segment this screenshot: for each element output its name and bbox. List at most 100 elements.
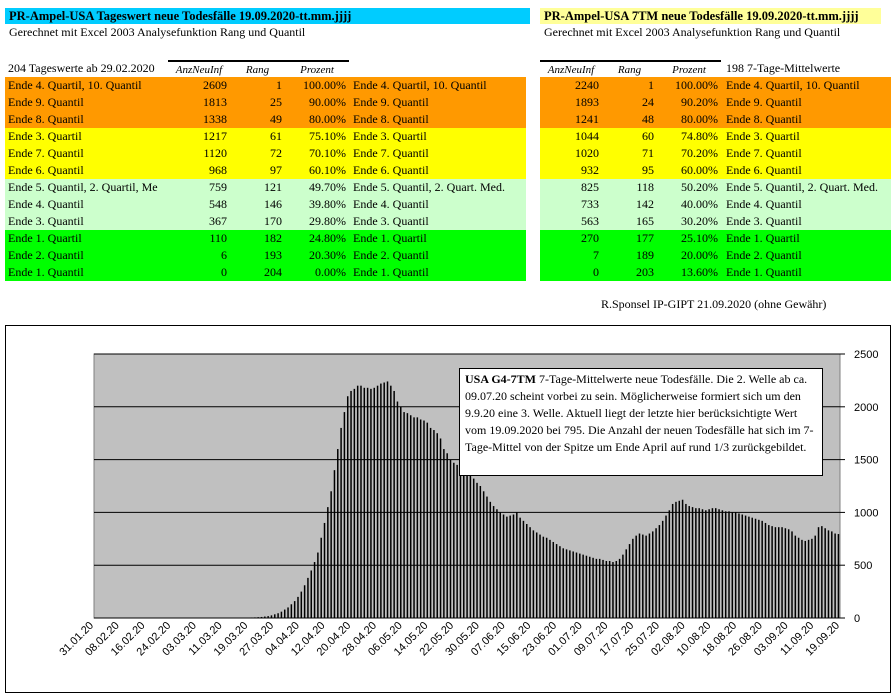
left-row-label2[interactable]: Ende 2. Quantil (353, 248, 429, 262)
left-row-value[interactable]: 1813 (203, 95, 227, 109)
chart-annotation[interactable]: USA G4-7TM 7-Tage-Mittelwerte neue Todes… (459, 368, 823, 476)
left-row-pct[interactable]: 29.80% (309, 214, 346, 228)
left-title[interactable]: PR-Ampel-USA Tageswert neue Todesfälle 1… (5, 8, 530, 24)
right-row-rank[interactable]: 142 (636, 197, 654, 211)
right-header-pct[interactable]: Prozent (657, 60, 721, 79)
right-row-pct[interactable]: 74.80% (681, 129, 718, 143)
right-row-pct[interactable]: 40.00% (681, 197, 718, 211)
left-row-value[interactable]: 6 (221, 248, 227, 262)
left-row-label[interactable]: Ende 9. Quantil (8, 95, 84, 109)
right-row-value[interactable]: 1020 (575, 146, 599, 160)
left-count-label[interactable]: 204 Tageswerte ab 29.02.2020 (8, 61, 155, 75)
right-row-rank[interactable]: 48 (642, 112, 654, 126)
right-title[interactable]: PR-Ampel-USA 7TM neue Todesfälle 19.09.2… (540, 8, 881, 24)
left-row-pct[interactable]: 49.70% (309, 180, 346, 194)
left-header-value[interactable]: AnzNeuInf (168, 60, 230, 79)
left-row-label2[interactable]: Ende 4. Quantil (353, 197, 429, 211)
right-row-rank[interactable]: 118 (636, 180, 654, 194)
left-row-value[interactable]: 548 (209, 197, 227, 211)
right-subtitle[interactable]: Gerechnet mit Excel 2003 Analysefunktion… (544, 25, 841, 39)
credit-note[interactable]: R.Sponsel IP-GIPT 21.09.2020 (ohne Gewäh… (601, 297, 827, 311)
right-row-pct[interactable]: 80.00% (681, 112, 718, 126)
right-row-value[interactable]: 932 (581, 163, 599, 177)
right-count-label[interactable]: 198 7-Tage-Mittelwerte (726, 61, 841, 75)
left-row-pct[interactable]: 60.10% (309, 163, 346, 177)
right-row-label[interactable]: Ende 4. Quantil (726, 197, 802, 211)
right-row-rank[interactable]: 24 (642, 95, 654, 109)
left-row-label2[interactable]: Ende 7. Quantil (353, 146, 429, 160)
right-row-label[interactable]: Ende 3. Quantil (726, 214, 802, 228)
right-row-value[interactable]: 1893 (575, 95, 599, 109)
left-row-label[interactable]: Ende 4. Quantil (8, 197, 84, 211)
left-row-value[interactable]: 968 (209, 163, 227, 177)
right-row-rank[interactable]: 189 (636, 248, 654, 262)
right-row-pct[interactable]: 60.00% (681, 163, 718, 177)
right-row-label[interactable]: Ende 4. Quartil, 10. Quantil (726, 78, 860, 92)
left-row-pct[interactable]: 100.00% (303, 78, 346, 92)
right-row-rank[interactable]: 1 (648, 78, 654, 92)
left-row-value[interactable]: 2609 (203, 78, 227, 92)
right-row-rank[interactable]: 60 (642, 129, 654, 143)
left-row-label[interactable]: Ende 8. Quantil (8, 112, 84, 126)
left-row-pct[interactable]: 0.00% (315, 265, 346, 279)
left-row-pct[interactable]: 90.00% (309, 95, 346, 109)
right-row-pct[interactable]: 70.20% (681, 146, 718, 160)
left-row-label2[interactable]: Ende 1. Quartil (353, 231, 427, 245)
right-row-pct[interactable]: 20.00% (681, 248, 718, 262)
left-row-rank[interactable]: 146 (264, 197, 282, 211)
left-row-rank[interactable]: 1 (276, 78, 282, 92)
right-row-pct[interactable]: 30.20% (681, 214, 718, 228)
right-row-label[interactable]: Ende 8. Quantil (726, 112, 802, 126)
left-row-label2[interactable]: Ende 3. Quartil (353, 129, 427, 143)
right-row-pct[interactable]: 25.10% (681, 231, 718, 245)
left-row-rank[interactable]: 193 (264, 248, 282, 262)
left-header-pct[interactable]: Prozent (285, 60, 349, 79)
left-row-pct[interactable]: 39.80% (309, 197, 346, 211)
left-row-rank[interactable]: 121 (264, 180, 282, 194)
right-row-value[interactable]: 270 (581, 231, 599, 245)
right-header-rank[interactable]: Rang (602, 60, 657, 79)
right-row-value[interactable]: 7 (593, 248, 599, 262)
left-row-label[interactable]: Ende 2. Quantil (8, 248, 84, 262)
left-row-rank[interactable]: 49 (270, 112, 282, 126)
left-row-label[interactable]: Ende 6. Quantil (8, 163, 84, 177)
right-header-value[interactable]: AnzNeuInf (540, 60, 602, 79)
left-row-label[interactable]: Ende 4. Quartil, 10. Quantil (8, 78, 142, 92)
right-row-value[interactable]: 1044 (575, 129, 599, 143)
left-row-label[interactable]: Ende 3. Quartil (8, 129, 82, 143)
left-row-value[interactable]: 1217 (203, 129, 227, 143)
right-row-label[interactable]: Ende 6. Quantil (726, 163, 802, 177)
left-row-label2[interactable]: Ende 9. Quantil (353, 95, 429, 109)
right-row-label[interactable]: Ende 7. Quantil (726, 146, 802, 160)
right-row-rank[interactable]: 165 (636, 214, 654, 228)
right-row-value[interactable]: 825 (581, 180, 599, 194)
right-row-value[interactable]: 1241 (575, 112, 599, 126)
left-row-pct[interactable]: 80.00% (309, 112, 346, 126)
left-row-value[interactable]: 0 (221, 265, 227, 279)
left-row-label2[interactable]: Ende 4. Quartil, 10. Quantil (353, 78, 487, 92)
right-row-value[interactable]: 2240 (575, 78, 599, 92)
right-row-pct[interactable]: 90.20% (681, 95, 718, 109)
left-row-label[interactable]: Ende 7. Quantil (8, 146, 84, 160)
left-row-rank[interactable]: 204 (264, 265, 282, 279)
left-row-rank[interactable]: 182 (264, 231, 282, 245)
left-row-label[interactable]: Ende 1. Quantil (8, 265, 84, 279)
right-row-rank[interactable]: 71 (642, 146, 654, 160)
left-row-value[interactable]: 110 (209, 231, 227, 245)
right-row-rank[interactable]: 203 (636, 265, 654, 279)
left-row-rank[interactable]: 25 (270, 95, 282, 109)
right-row-pct[interactable]: 50.20% (681, 180, 718, 194)
left-row-value[interactable]: 759 (209, 180, 227, 194)
left-row-label2[interactable]: Ende 3. Quantil (353, 214, 429, 228)
left-row-rank[interactable]: 97 (270, 163, 282, 177)
left-subtitle[interactable]: Gerechnet mit Excel 2003 Analysefunktion… (9, 25, 306, 39)
left-row-rank[interactable]: 61 (270, 129, 282, 143)
left-row-label2[interactable]: Ende 6. Quantil (353, 163, 429, 177)
left-row-pct[interactable]: 75.10% (309, 129, 346, 143)
right-row-rank[interactable]: 177 (636, 231, 654, 245)
left-row-pct[interactable]: 20.30% (309, 248, 346, 262)
right-row-label[interactable]: Ende 5. Quantil, 2. Quart. Med. (726, 180, 878, 194)
right-row-value[interactable]: 563 (581, 214, 599, 228)
left-header-rank[interactable]: Rang (230, 60, 285, 79)
left-row-pct[interactable]: 24.80% (309, 231, 346, 245)
